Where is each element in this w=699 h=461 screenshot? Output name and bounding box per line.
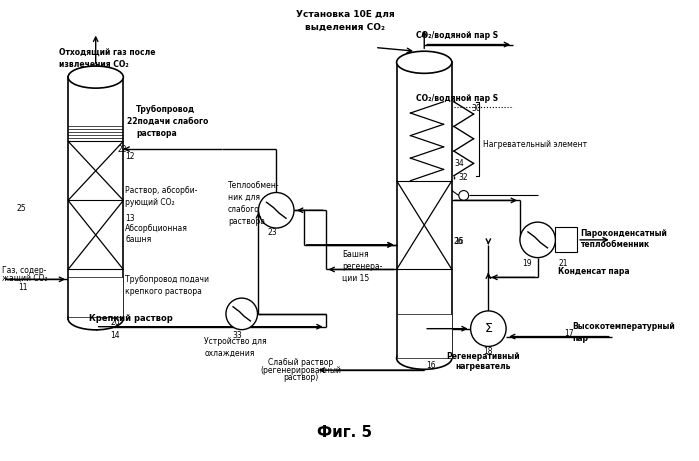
- Text: 19: 19: [522, 259, 531, 268]
- Circle shape: [226, 298, 257, 330]
- Text: 32: 32: [458, 173, 468, 182]
- Text: Слабый раствор: Слабый раствор: [268, 358, 333, 366]
- Bar: [396, 314, 452, 358]
- Text: CO₂/водяной пар S: CO₂/водяной пар S: [417, 95, 498, 103]
- Text: выделения CO₂: выделения CO₂: [305, 23, 385, 32]
- Text: нагреватель: нагреватель: [456, 362, 511, 371]
- Text: раствор): раствор): [283, 373, 319, 383]
- Text: 22подачи слабого: 22подачи слабого: [127, 117, 208, 126]
- Text: теплообменник: теплообменник: [580, 240, 649, 249]
- Text: Устройство для: Устройство для: [204, 337, 267, 346]
- Text: Абсорбционная: Абсорбционная: [125, 224, 188, 232]
- Text: регенера-: регенера-: [343, 262, 383, 271]
- Text: слабого: слабого: [228, 205, 260, 214]
- Text: Трубопровод подачи: Трубопровод подачи: [125, 275, 209, 284]
- Text: Высокотемпературный: Высокотемпературный: [572, 322, 675, 331]
- Text: 22: 22: [117, 145, 127, 154]
- Text: Нагревательный элемент: Нагревательный элемент: [484, 140, 588, 149]
- Text: Отходящий газ после: Отходящий газ после: [59, 48, 156, 57]
- Text: Σ: Σ: [484, 322, 492, 335]
- Bar: [556, 227, 577, 252]
- Text: 12: 12: [125, 152, 135, 160]
- Text: 21: 21: [559, 259, 568, 268]
- Text: Крепкий раствор: Крепкий раствор: [89, 314, 173, 323]
- Bar: [396, 62, 452, 358]
- Circle shape: [259, 193, 294, 228]
- Text: раствора: раствора: [228, 217, 265, 225]
- Text: ник для: ник для: [228, 193, 260, 202]
- Text: извлечения CO₂: извлечения CO₂: [59, 60, 129, 69]
- Text: раствора: раствора: [136, 129, 177, 138]
- Text: Башня: Башня: [343, 250, 369, 259]
- Text: Установка 10Е для: Установка 10Е для: [296, 11, 395, 19]
- Text: Теплообмен-: Теплообмен-: [228, 181, 280, 190]
- Text: 34: 34: [454, 160, 463, 168]
- Text: 13: 13: [125, 213, 135, 223]
- Text: рующий CO₂: рующий CO₂: [125, 198, 175, 207]
- Circle shape: [470, 311, 506, 346]
- Text: Фиг. 5: Фиг. 5: [317, 425, 372, 440]
- Text: Раствор, абсорби-: Раствор, абсорби-: [125, 186, 198, 195]
- Text: ции 15: ции 15: [343, 274, 370, 283]
- Bar: [68, 77, 123, 319]
- Text: 20: 20: [110, 318, 120, 327]
- Text: Регенеративный: Регенеративный: [447, 352, 520, 361]
- Text: 16: 16: [426, 361, 436, 370]
- Bar: [68, 278, 123, 317]
- Circle shape: [459, 190, 468, 201]
- Text: 26: 26: [454, 237, 463, 246]
- Text: CO₂/водяной пар S: CO₂/водяной пар S: [417, 31, 498, 40]
- Text: крепкого раствора: крепкого раствора: [125, 287, 202, 296]
- Text: 16: 16: [454, 237, 463, 246]
- Text: 25: 25: [16, 204, 26, 213]
- Text: охлаждения: охлаждения: [204, 349, 254, 358]
- Text: 18: 18: [484, 347, 493, 356]
- Circle shape: [520, 222, 556, 258]
- Text: Пароконденсатный: Пароконденсатный: [580, 230, 667, 238]
- Text: 11: 11: [17, 283, 27, 292]
- Text: (регенерированный: (регенерированный: [261, 366, 341, 375]
- Ellipse shape: [68, 66, 123, 88]
- Text: пар: пар: [572, 334, 589, 343]
- Ellipse shape: [68, 308, 123, 330]
- Text: 30: 30: [472, 104, 482, 113]
- Text: 14: 14: [110, 331, 120, 340]
- Text: 17: 17: [564, 329, 574, 338]
- Text: Трубопровод: Трубопровод: [136, 105, 195, 114]
- Text: Конденсат пара: Конденсат пара: [559, 267, 630, 276]
- Text: 23: 23: [268, 229, 277, 237]
- Text: Газ, содер-: Газ, содер-: [2, 266, 46, 275]
- Ellipse shape: [396, 347, 452, 369]
- Text: 33: 33: [233, 331, 243, 340]
- Ellipse shape: [396, 51, 452, 73]
- Text: жащий CO₂: жащий CO₂: [2, 274, 48, 283]
- Text: башня: башня: [125, 236, 152, 244]
